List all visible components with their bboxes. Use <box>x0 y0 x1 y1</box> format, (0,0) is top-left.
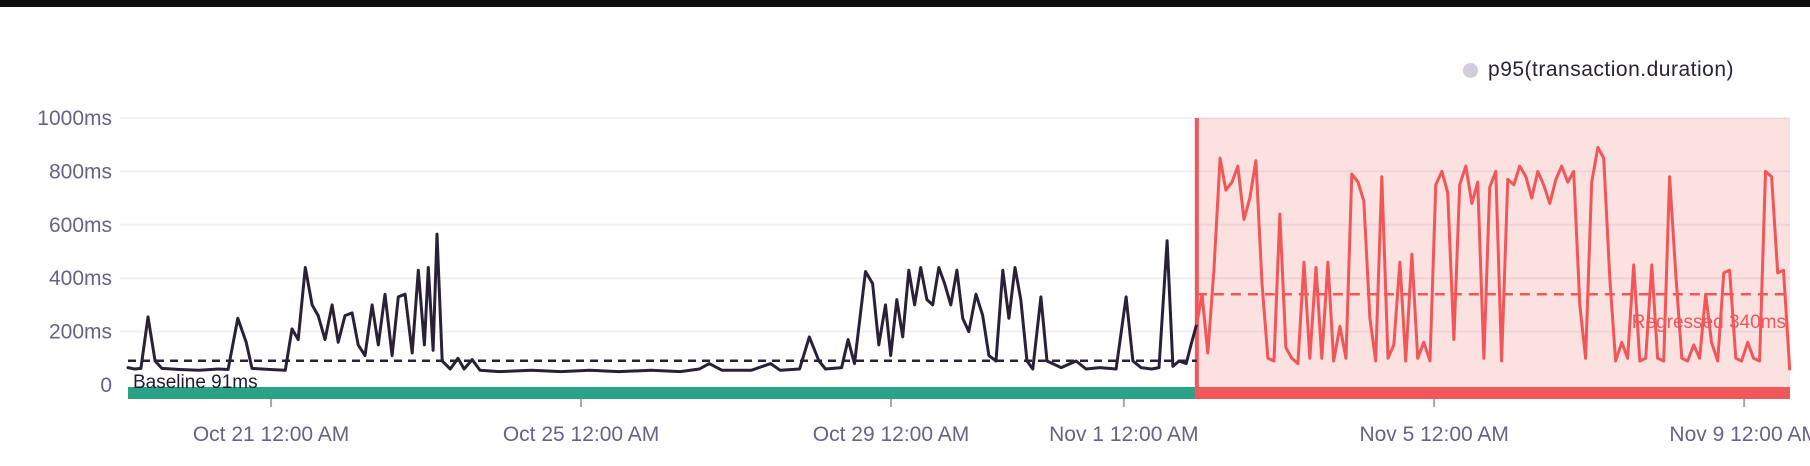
x-axis-label: Oct 21 12:00 AM <box>193 423 349 446</box>
x-axis-label: Nov 1 12:00 AM <box>1049 423 1198 446</box>
x-axis-label: Nov 5 12:00 AM <box>1359 423 1508 446</box>
regression-region <box>1196 118 1790 387</box>
regression-period-bar <box>1196 387 1790 399</box>
legend-item-p95[interactable]: p95(transaction.duration) <box>1463 58 1734 82</box>
y-axis-label: 600ms <box>49 214 112 237</box>
series-line-after-regression <box>1195 145 1792 371</box>
y-axis-label: 1000ms <box>37 107 112 130</box>
legend-marker-icon <box>1463 62 1479 78</box>
y-axis-label: 200ms <box>49 321 112 344</box>
y-axis-label: 800ms <box>49 160 112 183</box>
baseline-period-bar <box>128 387 1197 399</box>
series-line-before-regression <box>126 232 1199 374</box>
x-axis-label: Oct 29 12:00 AM <box>813 423 969 446</box>
window-top-bar <box>0 0 1810 7</box>
y-axis-label: 400ms <box>49 267 112 290</box>
y-axis-label: 0 <box>100 374 112 397</box>
x-axis-label: Nov 9 12:00 AM <box>1669 423 1810 446</box>
x-axis-label: Oct 25 12:00 AM <box>503 423 659 446</box>
baseline-label: Baseline 91ms <box>133 372 258 393</box>
legend-label: p95(transaction.duration) <box>1488 58 1734 81</box>
